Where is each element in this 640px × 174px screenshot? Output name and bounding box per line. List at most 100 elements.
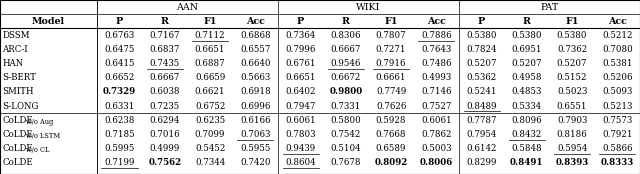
Text: 0.5381: 0.5381 [602, 59, 632, 68]
Text: ARC-I: ARC-I [2, 45, 28, 54]
Text: 0.7080: 0.7080 [602, 45, 633, 54]
Text: 0.5928: 0.5928 [376, 116, 406, 125]
Text: w/o LSTM: w/o LSTM [26, 132, 60, 140]
Text: 0.5207: 0.5207 [557, 59, 588, 68]
Text: F1: F1 [565, 17, 579, 26]
Text: 0.6752: 0.6752 [195, 102, 225, 111]
Text: 0.7364: 0.7364 [285, 31, 316, 40]
Text: 0.7947: 0.7947 [285, 102, 316, 111]
Text: 0.5380: 0.5380 [467, 31, 497, 40]
Text: P: P [116, 17, 124, 26]
Text: 0.9800: 0.9800 [329, 88, 362, 96]
Text: 0.5207: 0.5207 [467, 59, 497, 68]
Text: 0.6672: 0.6672 [331, 73, 361, 82]
Text: 0.7112: 0.7112 [195, 31, 225, 40]
Text: F1: F1 [385, 17, 398, 26]
Text: 0.6651: 0.6651 [195, 45, 225, 54]
Text: 0.6659: 0.6659 [195, 73, 225, 82]
Text: 0.7420: 0.7420 [240, 158, 271, 167]
Text: 0.7331: 0.7331 [331, 102, 361, 111]
Text: 0.6837: 0.6837 [150, 45, 180, 54]
Text: AAN: AAN [177, 3, 198, 12]
Text: HAN: HAN [2, 59, 24, 68]
Text: 0.9546: 0.9546 [331, 59, 361, 68]
Text: 0.7199: 0.7199 [104, 158, 135, 167]
Text: CoLDE: CoLDE [2, 144, 33, 153]
Text: 0.5334: 0.5334 [512, 102, 542, 111]
Text: 0.5848: 0.5848 [511, 144, 542, 153]
Text: 0.7016: 0.7016 [150, 130, 180, 139]
Text: R: R [342, 17, 350, 26]
Text: 0.7803: 0.7803 [285, 130, 316, 139]
Text: 0.8491: 0.8491 [510, 158, 543, 167]
Text: 0.6402: 0.6402 [285, 88, 316, 96]
Text: 0.7668: 0.7668 [376, 130, 406, 139]
Text: 0.4958: 0.4958 [511, 73, 542, 82]
Text: 0.6868: 0.6868 [240, 31, 271, 40]
Text: CoLDE: CoLDE [2, 116, 33, 125]
Text: P: P [478, 17, 485, 26]
Text: P: P [297, 17, 304, 26]
Text: 0.6235: 0.6235 [195, 116, 225, 125]
Text: 0.6415: 0.6415 [104, 59, 135, 68]
Text: w/o Aug: w/o Aug [26, 118, 53, 126]
Text: 0.7167: 0.7167 [150, 31, 180, 40]
Text: 0.4993: 0.4993 [421, 73, 451, 82]
Text: 0.6951: 0.6951 [511, 45, 542, 54]
Text: 0.5104: 0.5104 [330, 144, 361, 153]
Text: 0.7527: 0.7527 [421, 102, 452, 111]
Text: 0.6331: 0.6331 [104, 102, 135, 111]
Text: 0.7626: 0.7626 [376, 102, 406, 111]
Text: WIKI: WIKI [356, 3, 381, 12]
Text: Acc: Acc [608, 17, 627, 26]
Text: 0.5380: 0.5380 [511, 31, 542, 40]
Text: 0.5241: 0.5241 [467, 88, 497, 96]
Text: 0.6761: 0.6761 [285, 59, 316, 68]
Text: 0.6166: 0.6166 [240, 116, 271, 125]
Text: 0.5866: 0.5866 [602, 144, 632, 153]
Text: 0.8393: 0.8393 [556, 158, 589, 167]
Text: 0.7235: 0.7235 [150, 102, 180, 111]
Text: 0.7921: 0.7921 [602, 130, 632, 139]
Text: 0.7435: 0.7435 [150, 59, 180, 68]
Text: 0.8306: 0.8306 [331, 31, 361, 40]
Text: 0.7146: 0.7146 [421, 88, 452, 96]
Text: 0.7954: 0.7954 [467, 130, 497, 139]
Text: 0.4853: 0.4853 [512, 88, 542, 96]
Text: 0.9439: 0.9439 [285, 144, 316, 153]
Text: 0.8333: 0.8333 [601, 158, 634, 167]
Text: 0.5362: 0.5362 [467, 73, 497, 82]
Text: 0.7573: 0.7573 [602, 116, 632, 125]
Text: 0.5452: 0.5452 [195, 144, 225, 153]
Text: 0.5995: 0.5995 [104, 144, 135, 153]
Text: 0.7643: 0.7643 [421, 45, 451, 54]
Text: CoLDE: CoLDE [2, 130, 33, 139]
Text: 0.6651: 0.6651 [285, 73, 316, 82]
Text: 0.7542: 0.7542 [331, 130, 361, 139]
Text: F1: F1 [204, 17, 217, 26]
Text: 0.6621: 0.6621 [195, 88, 225, 96]
Text: 0.6640: 0.6640 [240, 59, 271, 68]
Text: 0.8096: 0.8096 [511, 116, 542, 125]
Text: 0.6661: 0.6661 [376, 73, 406, 82]
Text: 0.5023: 0.5023 [557, 88, 588, 96]
Text: 0.7824: 0.7824 [467, 45, 497, 54]
Text: 0.8186: 0.8186 [557, 130, 588, 139]
Text: S-BERT: S-BERT [2, 73, 36, 82]
Text: 0.7344: 0.7344 [195, 158, 225, 167]
Text: 0.6038: 0.6038 [150, 88, 180, 96]
Text: 0.8489: 0.8489 [467, 102, 497, 111]
Text: 0.7271: 0.7271 [376, 45, 406, 54]
Text: 0.4999: 0.4999 [150, 144, 180, 153]
Text: 0.5663: 0.5663 [240, 73, 271, 82]
Text: 0.6061: 0.6061 [285, 116, 316, 125]
Text: 0.6294: 0.6294 [150, 116, 180, 125]
Text: S-LONG: S-LONG [2, 102, 38, 111]
Text: 0.6763: 0.6763 [104, 31, 135, 40]
Text: 0.6475: 0.6475 [104, 45, 135, 54]
Text: 0.5800: 0.5800 [330, 116, 361, 125]
Text: 0.5207: 0.5207 [511, 59, 542, 68]
Text: 0.6142: 0.6142 [467, 144, 497, 153]
Text: 0.7099: 0.7099 [195, 130, 225, 139]
Text: 0.6061: 0.6061 [421, 116, 452, 125]
